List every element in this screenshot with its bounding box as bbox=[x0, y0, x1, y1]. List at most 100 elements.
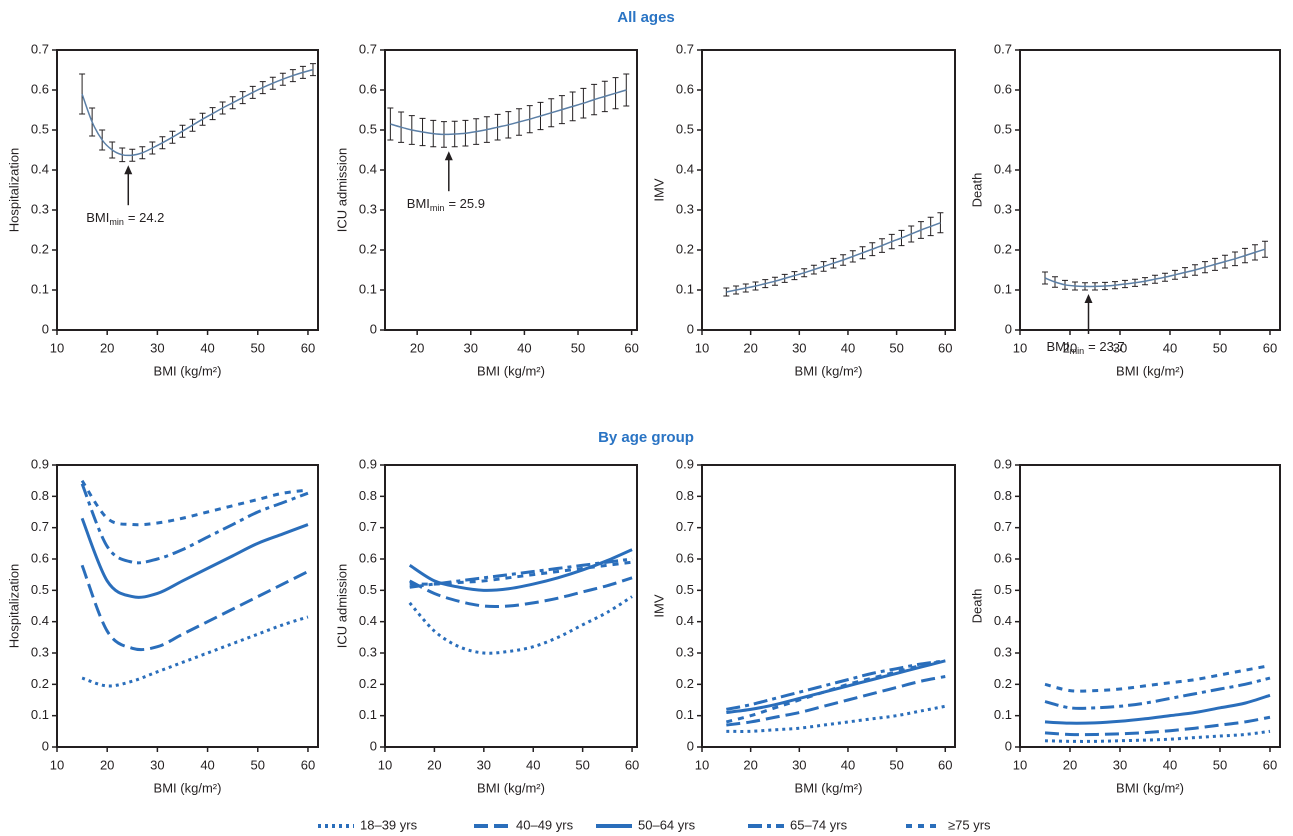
y-tick-label: 0.2 bbox=[359, 676, 377, 691]
y-axis-label: ICU admission bbox=[334, 564, 349, 649]
y-tick-label: 0.9 bbox=[676, 456, 694, 471]
y-tick-label: 0.5 bbox=[994, 121, 1012, 136]
x-tick-label: 50 bbox=[1213, 757, 1227, 772]
plot-frame bbox=[56, 464, 319, 748]
x-tick-label: 20 bbox=[743, 757, 757, 772]
x-tick-label: 60 bbox=[1263, 340, 1277, 355]
series-line bbox=[390, 89, 627, 136]
y-tick-label: 0.9 bbox=[359, 456, 377, 471]
y-tick-label: 0.3 bbox=[31, 201, 49, 216]
error-bar bbox=[623, 73, 630, 107]
series-line bbox=[725, 659, 946, 724]
arrow-head bbox=[1084, 294, 1093, 303]
series-line bbox=[408, 595, 633, 655]
x-tick-label: 10 bbox=[378, 757, 392, 772]
y-tick-label: 0.1 bbox=[31, 707, 49, 722]
series-line bbox=[80, 479, 309, 527]
y-tick-label: 0.6 bbox=[676, 550, 694, 565]
y-tick-label: 0.5 bbox=[359, 121, 377, 136]
y-tick-label: 0.2 bbox=[676, 676, 694, 691]
x-tick-label: 60 bbox=[1263, 757, 1277, 772]
x-axis-label: BMI (kg/m²) bbox=[154, 363, 222, 378]
arrow-head bbox=[444, 151, 453, 161]
x-axis-label: BMI (kg/m²) bbox=[477, 363, 545, 378]
annotation-subscript: min bbox=[1070, 346, 1085, 356]
y-tick-label: 0.7 bbox=[994, 519, 1012, 534]
y-tick-label: 0.2 bbox=[994, 676, 1012, 691]
y-axis-label: IMV bbox=[651, 594, 666, 617]
series-line bbox=[1044, 729, 1271, 743]
series-line bbox=[726, 222, 941, 293]
annotation-text: BMI bbox=[407, 197, 430, 212]
y-tick-label: 0.2 bbox=[994, 241, 1012, 256]
annotation-label: BMImin = 23.7 bbox=[1047, 339, 1125, 356]
x-tick-label: 50 bbox=[251, 340, 265, 355]
error-bar bbox=[309, 63, 316, 77]
y-tick-label: 0 bbox=[1005, 738, 1012, 753]
x-tick-label: 40 bbox=[517, 340, 531, 355]
arrow-head bbox=[124, 165, 133, 175]
y-tick-label: 0 bbox=[42, 321, 49, 336]
y-tick-label: 0.7 bbox=[994, 41, 1012, 56]
y-tick-label: 0 bbox=[687, 738, 694, 753]
x-tick-label: 30 bbox=[150, 757, 164, 772]
y-tick-label: 0.8 bbox=[359, 488, 377, 503]
y-axis-label: Hospitalization bbox=[6, 148, 21, 233]
x-axis-label: BMI (kg/m²) bbox=[1116, 780, 1184, 795]
legend-label: 18–39 yrs bbox=[360, 817, 418, 832]
y-tick-label: 0.1 bbox=[676, 707, 694, 722]
y-tick-label: 0.4 bbox=[676, 613, 694, 628]
x-tick-label: 20 bbox=[743, 340, 757, 355]
y-axis-label: IMV bbox=[651, 178, 666, 201]
annotation-text: BMI bbox=[1047, 339, 1070, 354]
x-tick-label: 40 bbox=[200, 340, 214, 355]
x-tick-label: 60 bbox=[301, 340, 315, 355]
x-tick-label: 50 bbox=[575, 757, 589, 772]
series-line bbox=[726, 659, 946, 711]
legend-label: ≥75 yrs bbox=[948, 817, 991, 832]
y-tick-label: 0.2 bbox=[676, 241, 694, 256]
x-tick-label: 10 bbox=[1013, 757, 1027, 772]
x-axis-label: BMI (kg/m²) bbox=[477, 780, 545, 795]
x-tick-label: 10 bbox=[50, 757, 64, 772]
x-tick-label: 40 bbox=[526, 757, 540, 772]
y-tick-label: 0.4 bbox=[676, 161, 694, 176]
annotation-value: = 23.7 bbox=[1088, 339, 1125, 354]
y-tick-label: 0.4 bbox=[994, 161, 1012, 176]
x-tick-label: 40 bbox=[841, 340, 855, 355]
series-line bbox=[81, 68, 314, 157]
y-tick-label: 0.9 bbox=[31, 456, 49, 471]
y-axis-label: ICU admission bbox=[334, 148, 349, 233]
x-tick-label: 30 bbox=[1113, 340, 1127, 355]
x-tick-label: 60 bbox=[624, 340, 638, 355]
y-tick-label: 0.6 bbox=[359, 81, 377, 96]
series-line bbox=[1044, 664, 1271, 693]
y-axis-label: Death bbox=[969, 173, 984, 208]
x-tick-label: 50 bbox=[251, 757, 265, 772]
y-tick-label: 0.5 bbox=[676, 121, 694, 136]
y-tick-label: 0.8 bbox=[994, 488, 1012, 503]
x-tick-label: 30 bbox=[150, 340, 164, 355]
annotation-value: = 25.9 bbox=[448, 197, 485, 212]
x-tick-label: 30 bbox=[1113, 757, 1127, 772]
annotation-subscript: min bbox=[109, 218, 124, 228]
series-line bbox=[1044, 693, 1271, 725]
y-tick-label: 0.5 bbox=[994, 582, 1012, 597]
x-tick-label: 40 bbox=[1163, 757, 1177, 772]
y-tick-label: 0.1 bbox=[359, 281, 377, 296]
plot-frame bbox=[384, 49, 638, 331]
y-tick-label: 0.2 bbox=[31, 676, 49, 691]
y-tick-label: 0.8 bbox=[676, 488, 694, 503]
error-bar bbox=[937, 212, 944, 234]
x-tick-label: 30 bbox=[477, 757, 491, 772]
plot-frame bbox=[701, 464, 956, 748]
x-tick-label: 60 bbox=[625, 757, 639, 772]
x-tick-label: 20 bbox=[410, 340, 424, 355]
x-tick-label: 50 bbox=[571, 340, 585, 355]
series-line bbox=[409, 557, 633, 589]
y-tick-label: 0.2 bbox=[31, 241, 49, 256]
series-line bbox=[726, 675, 946, 727]
y-tick-label: 0.6 bbox=[31, 550, 49, 565]
plot-frame bbox=[1019, 464, 1281, 748]
y-tick-label: 0.7 bbox=[31, 41, 49, 56]
